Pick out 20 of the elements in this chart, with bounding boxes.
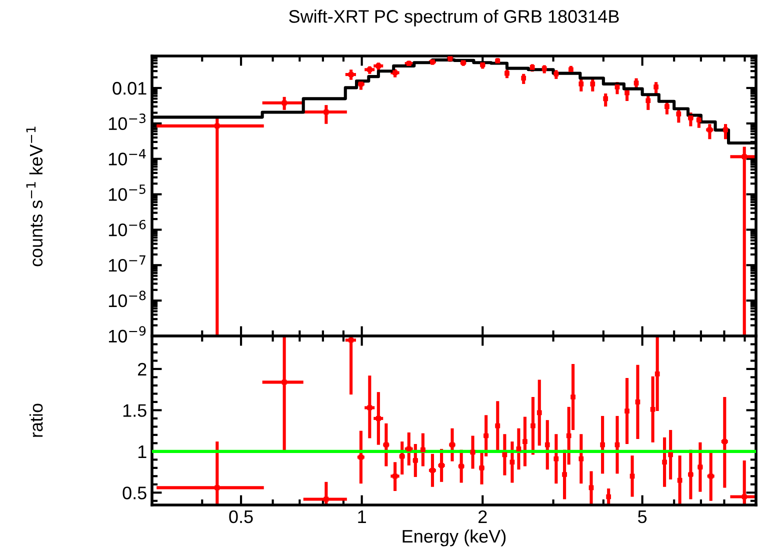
x-axis-title: Energy (keV) [402,529,506,546]
y-tick-label: 10$^{−9}$ [108,326,146,343]
y-tick-label: 0.01 [112,82,146,95]
y-tick-label: 1 [138,446,146,458]
y-tick-label: 1.5 [123,404,146,417]
y-tick-label: 10$^{−5}$ [108,184,146,201]
y-tick-label: 10$^{−6}$ [108,220,146,236]
y-tick-label: 10$^{−7}$ [108,255,146,272]
y-axis-title: counts s$^{−1}$ keV$^{−1}$ [26,126,43,266]
chart-title: Swift-XRT PC spectrum of GRB 180314B [289,10,619,26]
x-tick-label: 1 [358,510,366,523]
x-tick-label: 0.5 [229,510,253,524]
x-tick-label: 2 [478,510,487,523]
y-tick-label: 10$^{−8}$ [108,290,146,308]
y-tick-label: 0.5 [122,486,146,500]
y-tick-label: 10$^{−3}$ [108,114,146,130]
y-tick-label: 10$^{−4}$ [108,149,146,166]
x-tick-label: 5 [638,510,647,524]
y-tick-label: 2 [138,362,146,376]
y-axis-title: ratio [29,404,43,437]
